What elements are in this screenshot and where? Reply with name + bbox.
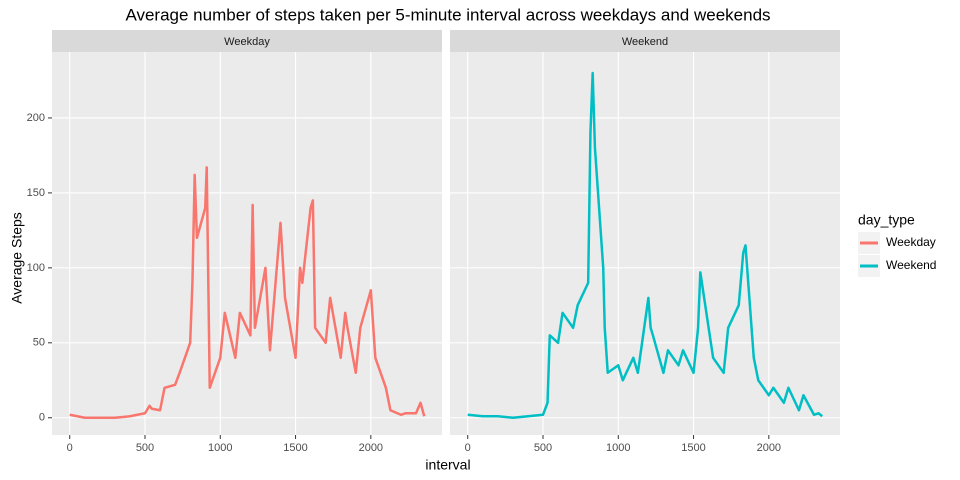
x-tick-label: 1500 [681,442,705,454]
y-tick-label: 150 [27,187,45,199]
strip-background [52,30,442,52]
x-tick-label: 500 [534,442,552,454]
x-tick-label: 2000 [757,442,781,454]
strip-label: Weekend [622,36,668,48]
x-tick-label: 1500 [283,442,307,454]
x-tick-label: 0 [67,442,73,454]
legend-label: Weekday [886,235,936,249]
panel-background [52,52,442,435]
data-line [69,166,426,420]
x-tick-label: 500 [136,442,154,454]
y-tick-label: 50 [33,337,45,349]
x-tick-label: 0 [465,442,471,454]
legend-label: Weekend [886,258,936,272]
legend-title: day_type [858,212,915,228]
data-line [467,71,824,420]
x-tick-label: 1000 [606,442,630,454]
panel-background [450,52,840,435]
y-tick-label: 0 [39,412,45,424]
x-tick-label: 2000 [359,442,383,454]
strip-background [450,30,840,52]
y-axis-label: Average Steps [9,212,25,304]
x-tick-label: 1000 [208,442,232,454]
chart-title: Average number of steps taken per 5-minu… [125,5,770,24]
strip-label: Weekday [224,36,270,48]
y-tick-label: 200 [27,112,45,124]
x-axis-label: interval [425,457,470,473]
y-tick-label: 100 [27,262,45,274]
